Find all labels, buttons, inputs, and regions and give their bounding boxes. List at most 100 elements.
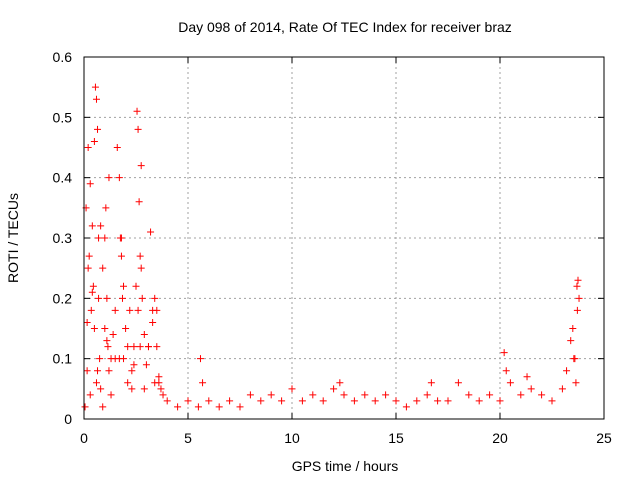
data-point bbox=[135, 198, 143, 206]
data-point bbox=[91, 83, 99, 91]
data-point bbox=[569, 325, 577, 332]
data-point bbox=[155, 373, 163, 381]
data-point bbox=[89, 282, 97, 290]
x-tick-label: 25 bbox=[596, 430, 612, 446]
data-point bbox=[194, 403, 202, 411]
data-point bbox=[153, 343, 161, 351]
data-point bbox=[117, 252, 125, 260]
data-point bbox=[105, 367, 113, 375]
data-point bbox=[95, 294, 103, 302]
data-point bbox=[83, 367, 91, 375]
data-point bbox=[84, 264, 92, 272]
data-point bbox=[465, 391, 473, 399]
data-point bbox=[92, 379, 100, 387]
data-point bbox=[86, 391, 94, 399]
data-point bbox=[392, 397, 400, 405]
data-point bbox=[500, 349, 508, 357]
data-points bbox=[81, 83, 583, 411]
data-point bbox=[140, 385, 148, 393]
data-point bbox=[434, 397, 442, 405]
data-point bbox=[548, 397, 556, 405]
data-point bbox=[361, 391, 369, 399]
data-point bbox=[107, 391, 115, 399]
data-point bbox=[174, 403, 182, 411]
data-point bbox=[506, 379, 514, 387]
data-point bbox=[151, 294, 159, 302]
data-point bbox=[136, 252, 144, 260]
axis-ticks: 0 5 10 15 20 25 0 0.1 0.2 0.3 0.4 0.5 0.6 bbox=[53, 49, 612, 446]
x-axis-label: GPS time / hours bbox=[292, 458, 399, 474]
data-point bbox=[157, 385, 165, 393]
data-point bbox=[278, 397, 286, 405]
data-point bbox=[427, 379, 435, 387]
data-point bbox=[570, 355, 578, 363]
data-point bbox=[538, 391, 546, 399]
data-point bbox=[113, 144, 121, 151]
data-point bbox=[83, 318, 91, 326]
data-point bbox=[563, 367, 571, 375]
x-tick-label: 0 bbox=[80, 430, 88, 446]
data-point bbox=[330, 385, 338, 393]
data-point bbox=[94, 367, 102, 375]
data-point bbox=[88, 288, 96, 296]
data-point bbox=[517, 391, 525, 399]
data-point bbox=[87, 306, 95, 314]
data-point bbox=[134, 125, 142, 133]
data-point bbox=[94, 125, 102, 133]
data-point bbox=[124, 379, 132, 387]
data-point bbox=[109, 331, 117, 339]
data-point bbox=[133, 107, 141, 115]
data-point bbox=[138, 294, 146, 302]
data-point bbox=[132, 282, 140, 290]
data-point bbox=[101, 234, 109, 242]
y-tick-label: 0 bbox=[64, 411, 72, 427]
data-point bbox=[103, 337, 111, 345]
data-point bbox=[567, 337, 575, 345]
data-point bbox=[184, 397, 192, 405]
data-point bbox=[101, 325, 109, 332]
data-point bbox=[319, 397, 327, 405]
data-point bbox=[126, 306, 134, 314]
data-point bbox=[573, 306, 581, 314]
data-point bbox=[151, 379, 159, 387]
data-point bbox=[128, 367, 136, 375]
data-point bbox=[309, 391, 317, 399]
data-point bbox=[88, 222, 96, 230]
data-point bbox=[140, 331, 148, 339]
y-tick-label: 0.3 bbox=[53, 230, 73, 246]
data-point bbox=[142, 361, 150, 369]
data-point bbox=[86, 180, 94, 188]
data-point bbox=[99, 403, 107, 411]
data-point bbox=[85, 252, 93, 260]
y-axis-label: ROTI / TECUs bbox=[5, 193, 21, 283]
data-point bbox=[163, 397, 171, 405]
data-point bbox=[382, 391, 390, 399]
grid-lines bbox=[84, 57, 604, 419]
data-point bbox=[95, 234, 103, 242]
data-point bbox=[103, 294, 111, 302]
data-point bbox=[572, 379, 580, 387]
data-point bbox=[196, 355, 204, 363]
y-tick-label: 0.6 bbox=[53, 49, 73, 65]
data-point bbox=[153, 306, 161, 314]
data-point bbox=[574, 276, 582, 284]
y-tick-label: 0.4 bbox=[53, 170, 73, 186]
data-point bbox=[117, 234, 125, 242]
data-point bbox=[111, 306, 119, 314]
data-point bbox=[128, 385, 136, 393]
data-point bbox=[502, 367, 510, 375]
data-point bbox=[102, 204, 110, 212]
data-point bbox=[97, 222, 105, 230]
data-point bbox=[350, 397, 358, 405]
x-tick-label: 5 bbox=[184, 430, 192, 446]
x-tick-label: 20 bbox=[492, 430, 508, 446]
data-point bbox=[575, 294, 583, 302]
data-point bbox=[92, 95, 100, 103]
data-point bbox=[90, 325, 98, 332]
data-point bbox=[215, 403, 223, 411]
y-tick-label: 0.2 bbox=[53, 290, 73, 306]
data-point bbox=[137, 162, 145, 170]
data-point bbox=[444, 397, 452, 405]
